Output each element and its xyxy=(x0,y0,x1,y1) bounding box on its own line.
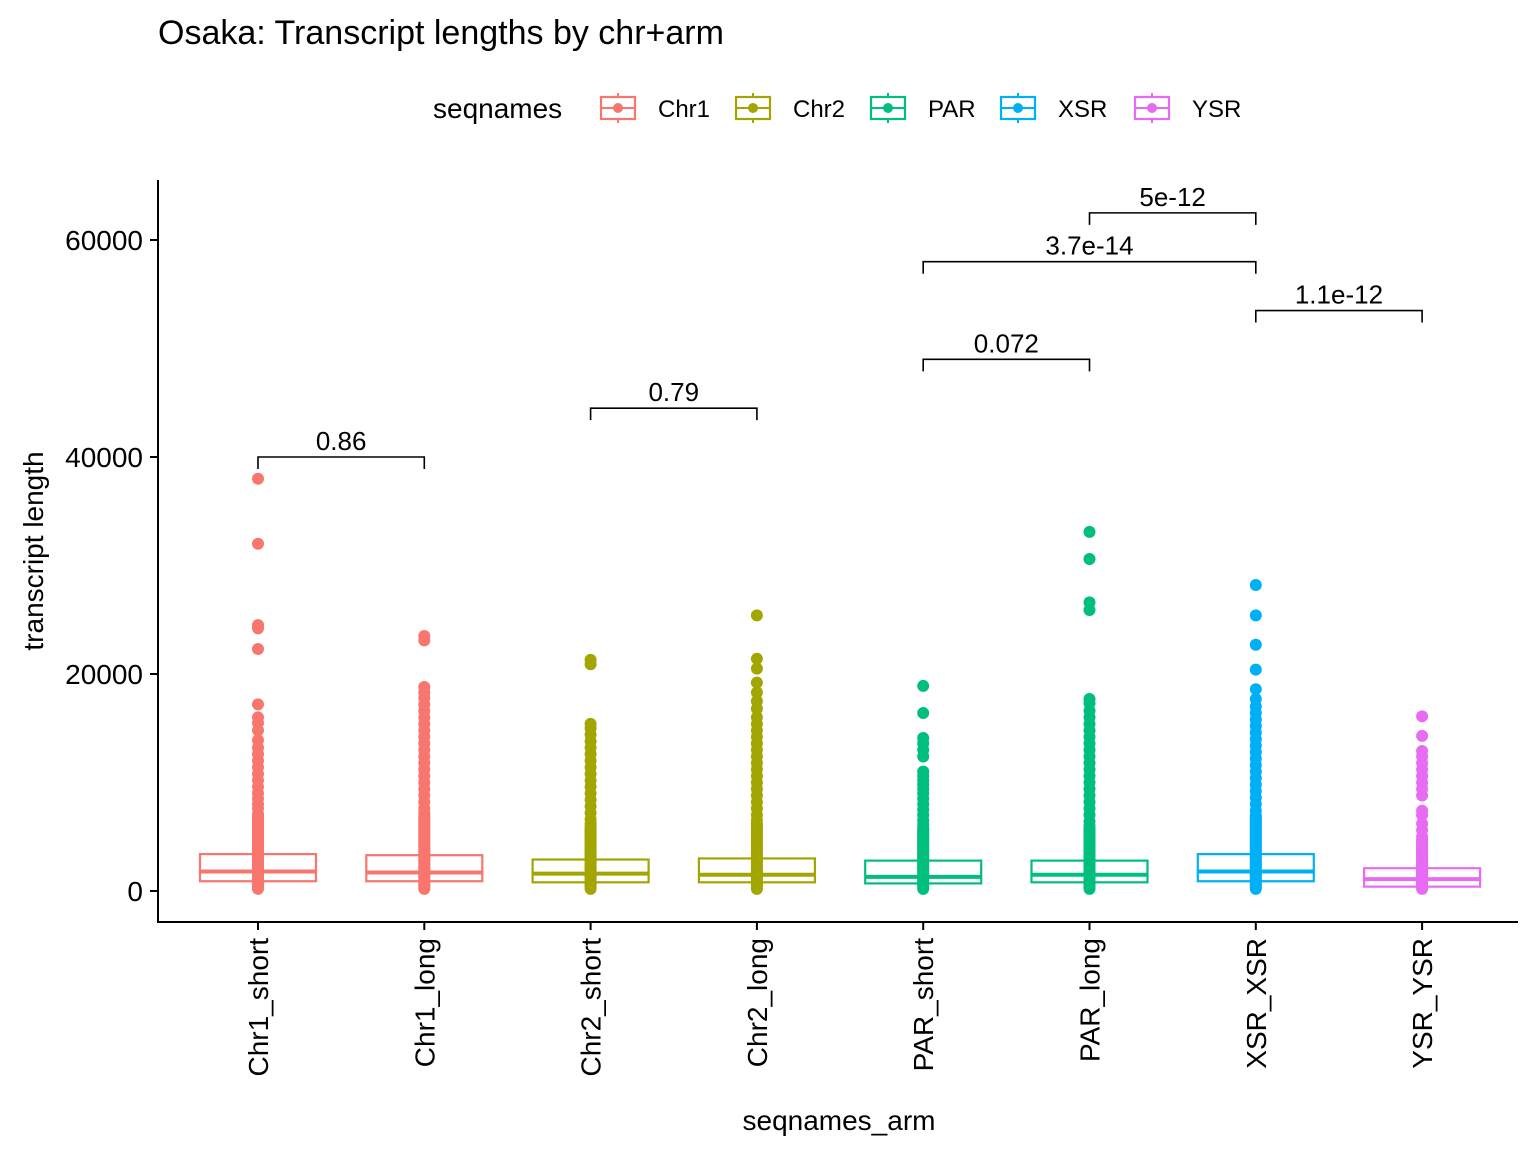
legend-label: Chr1 xyxy=(658,96,710,123)
outlier-point xyxy=(917,818,930,831)
outlier-point xyxy=(584,817,597,830)
outlier-point xyxy=(252,724,264,737)
outlier-point xyxy=(418,806,431,819)
outlier-point xyxy=(1083,819,1096,832)
outlier-point xyxy=(750,702,763,715)
outlier-point xyxy=(252,537,264,550)
outlier-point xyxy=(1249,609,1262,622)
outlier-point xyxy=(1249,804,1262,817)
outlier-point xyxy=(1083,525,1096,538)
comparison-bracket: 1.1e-12 xyxy=(1255,280,1423,323)
outlier-point xyxy=(1083,552,1096,565)
chart-title: Osaka: Transcript lengths by chr+arm xyxy=(158,14,724,52)
outlier-point xyxy=(750,686,763,699)
outlier-point xyxy=(584,658,597,671)
x-tick-label: Chr2_short xyxy=(576,938,607,1077)
legend-item-ysr: YSR xyxy=(1133,93,1241,123)
outlier-point xyxy=(1249,638,1262,651)
outlier-point xyxy=(1249,663,1262,676)
x-axis-title: seqnames_arm xyxy=(743,1105,936,1136)
outlier-point xyxy=(1416,789,1429,802)
legend-item-xsr: XSR xyxy=(999,93,1107,123)
y-tick-label: 20000 xyxy=(65,659,143,690)
box-par-long xyxy=(1030,525,1149,895)
box-ysr-ysr xyxy=(1362,710,1482,895)
legend-label: PAR xyxy=(928,96,976,123)
p-value-label: 5e-12 xyxy=(1139,182,1206,212)
p-value-label: 3.7e-14 xyxy=(1045,231,1133,261)
box-par-short xyxy=(864,679,983,895)
outlier-point xyxy=(1416,710,1429,723)
outlier-point xyxy=(252,622,264,635)
box-chr1-long xyxy=(365,630,484,895)
p-value-label: 0.072 xyxy=(974,328,1039,358)
outlier-point xyxy=(750,652,763,665)
p-value-label: 0.79 xyxy=(648,377,699,407)
outlier-point xyxy=(917,750,930,763)
legend-label: XSR xyxy=(1058,96,1107,123)
legend-label: YSR xyxy=(1192,96,1241,123)
outlier-point xyxy=(252,802,264,815)
outlier-point xyxy=(1416,729,1429,742)
x-tick-label: Chr1_short xyxy=(243,938,274,1077)
comparison-bracket: 5e-12 xyxy=(1088,182,1257,225)
legend-title: seqnames xyxy=(433,93,562,124)
outlier-point xyxy=(252,472,264,485)
outlier-point xyxy=(750,814,763,827)
box-chr2-long xyxy=(697,609,817,895)
x-tick-label: Chr1_long xyxy=(409,938,440,1067)
outlier-point xyxy=(1083,603,1096,616)
legend-label: Chr2 xyxy=(793,96,845,123)
box-chr2-short xyxy=(531,653,650,895)
outlier-point xyxy=(917,707,930,720)
outlier-point xyxy=(1249,683,1262,696)
box-chr1-short xyxy=(198,472,318,895)
x-tick-label: PAR_short xyxy=(908,938,939,1072)
outlier-point xyxy=(252,698,264,711)
legend: seqnames Chr1 Chr2 PAR XSR YSR xyxy=(433,93,1241,124)
x-tick-label: PAR_long xyxy=(1075,938,1106,1062)
p-value-label: 1.1e-12 xyxy=(1295,280,1383,310)
outlier-point xyxy=(252,643,264,656)
comparison-bracket: 0.072 xyxy=(922,328,1091,372)
outlier-point xyxy=(1416,809,1429,822)
x-tick-label: XSR_XSR xyxy=(1241,938,1272,1069)
outlier-point xyxy=(750,609,763,622)
legend-item-chr2: Chr2 xyxy=(734,93,845,123)
outlier-point xyxy=(1249,579,1262,592)
p-value-label: 0.86 xyxy=(316,426,367,456)
comparison-bracket: 3.7e-14 xyxy=(922,231,1257,274)
legend-item-chr1: Chr1 xyxy=(599,93,710,123)
legend-item-par: PAR xyxy=(869,93,976,123)
y-axis-title: transcript length xyxy=(18,451,49,650)
outlier-point xyxy=(750,662,763,675)
comparison-bracket: 0.86 xyxy=(257,426,426,469)
outlier-point xyxy=(418,634,431,647)
y-tick-label: 60000 xyxy=(65,225,143,256)
outlier-point xyxy=(1416,834,1429,847)
x-tick-label: Chr2_long xyxy=(742,938,773,1067)
outlier-point xyxy=(750,676,763,689)
y-tick-label: 40000 xyxy=(65,442,143,473)
y-tick-label: 0 xyxy=(127,876,143,907)
comparison-bracket: 0.79 xyxy=(589,377,758,421)
box-xsr-xsr xyxy=(1196,579,1315,895)
outlier-point xyxy=(917,679,930,692)
x-tick-label: YSR_YSR xyxy=(1407,938,1438,1069)
